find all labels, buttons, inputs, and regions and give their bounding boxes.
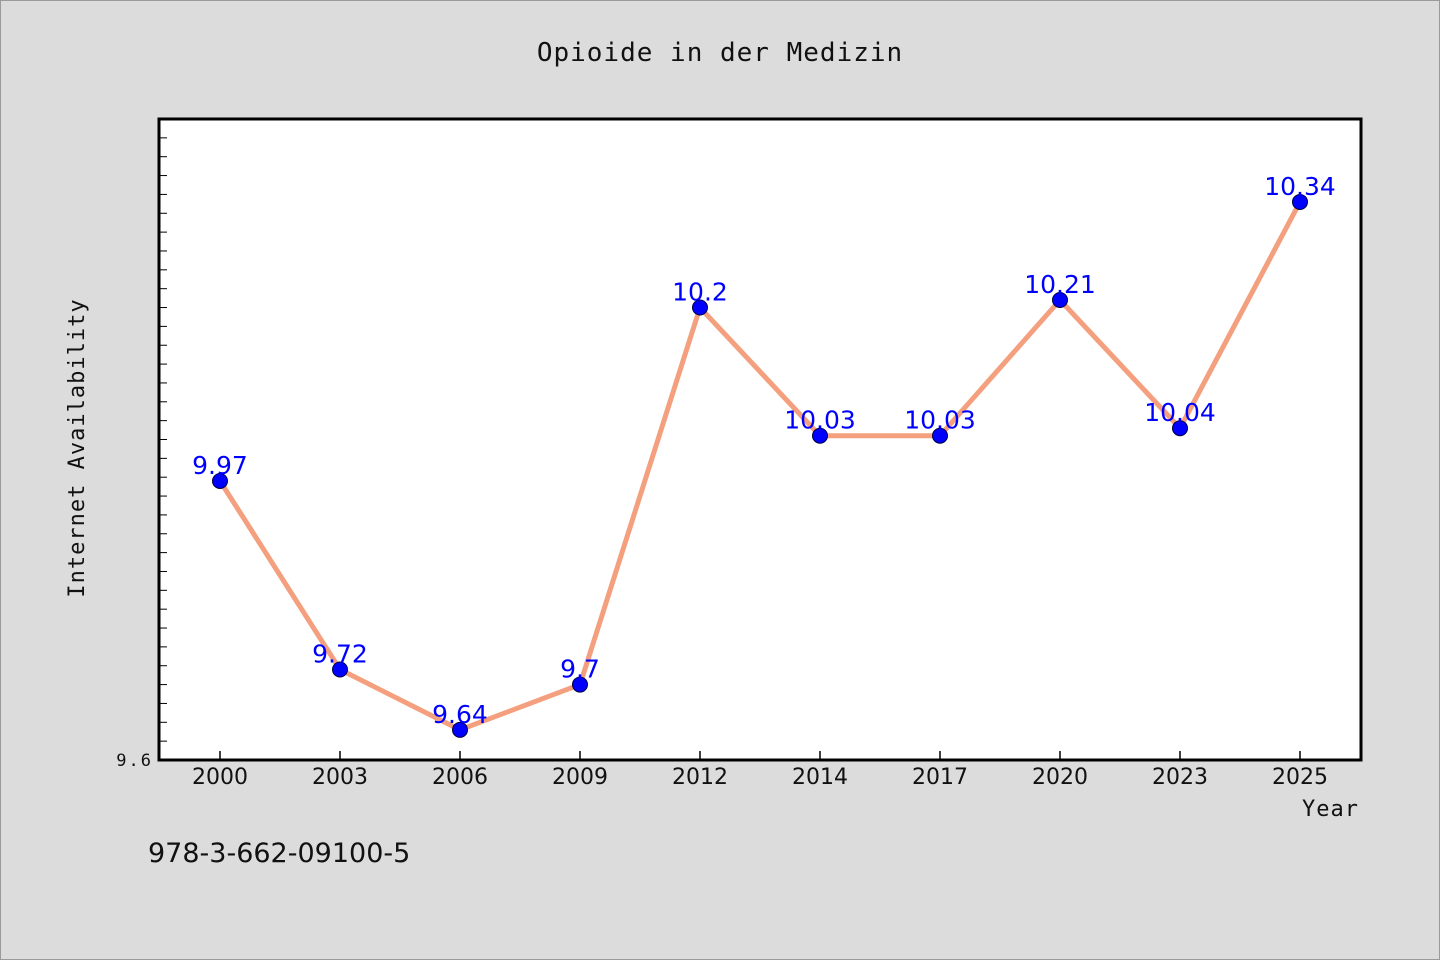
- x-tick-label: 2020: [1032, 765, 1088, 790]
- x-tick-label: 2006: [432, 765, 488, 790]
- data-point: [572, 676, 588, 693]
- plot-area: [157, 117, 1363, 762]
- data-label: 10.34: [1264, 172, 1336, 201]
- y-axis-minor-ticks: [159, 137, 167, 742]
- data-label: 10.03: [904, 406, 976, 435]
- x-tick-label: 2014: [792, 765, 848, 790]
- data-label: 9.72: [312, 640, 368, 669]
- data-label: 9.64: [432, 700, 488, 729]
- x-axis-label: Year: [1302, 797, 1359, 822]
- data-labels: 9.97 9.72 9.64 9.7 10.2 10.03 10.03 10.21 10.04 1…: [192, 172, 1336, 729]
- series-line: [217, 199, 1303, 733]
- x-tick-label: 2003: [312, 765, 368, 790]
- data-point: [212, 472, 228, 489]
- x-tick-label: 2025: [1272, 765, 1328, 790]
- data-label: 10.04: [1144, 398, 1216, 427]
- data-point: [1292, 193, 1308, 210]
- data-point: [452, 721, 468, 738]
- y-tick-label: 9.6: [116, 751, 153, 771]
- data-point: [1172, 420, 1188, 437]
- y-axis-label: Internet Availability: [65, 298, 90, 597]
- x-axis-tick-labels: 2000 2003 2006 2009 2012 2014 2017 2020 2023 2025: [192, 765, 1328, 790]
- data-point: [332, 661, 348, 678]
- x-tick-label: 2012: [672, 765, 728, 790]
- x-tick-label: 2017: [912, 765, 968, 790]
- data-point: [1052, 291, 1068, 308]
- y-axis-tick-labels: 9.6: [116, 751, 153, 771]
- x-tick-label: 2009: [552, 765, 608, 790]
- data-label: 9.7: [560, 655, 600, 684]
- data-label: 9.97: [192, 451, 248, 480]
- x-tick-label: 2023: [1152, 765, 1208, 790]
- x-tick-label: 2000: [192, 765, 248, 790]
- data-label: 10.03: [784, 406, 856, 435]
- data-point: [692, 299, 708, 316]
- x-axis-ticks: [219, 751, 1301, 760]
- chart-title: Opioide in der Medizin: [537, 38, 903, 68]
- data-point: [932, 427, 948, 444]
- data-label: 10.2: [672, 278, 728, 307]
- isbn-annotation: 978-3-662-09100-5: [148, 838, 410, 869]
- data-point: [812, 427, 828, 444]
- series-markers: [212, 193, 1308, 738]
- data-label: 10.21: [1024, 270, 1096, 299]
